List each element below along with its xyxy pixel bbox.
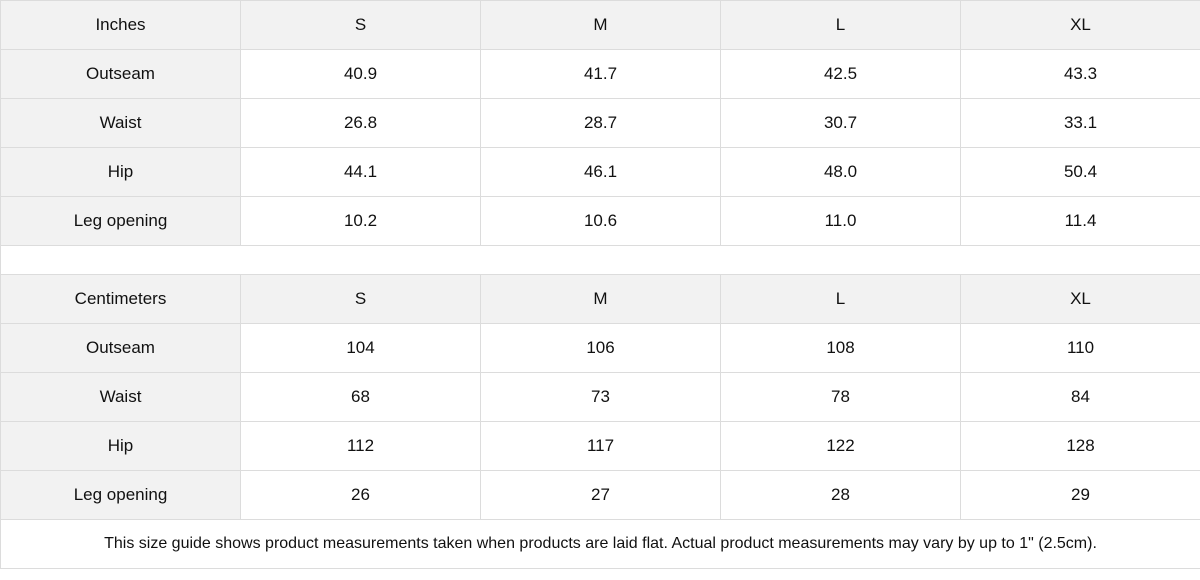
header-row: Inches S M L XL bbox=[0, 0, 1200, 50]
measurement-label: Waist bbox=[0, 372, 241, 422]
table-row: Waist 26.8 28.7 30.7 33.1 bbox=[0, 98, 1200, 148]
measurement-value: 10.6 bbox=[480, 196, 721, 246]
spacer-cell bbox=[0, 245, 1200, 275]
measurement-value: 78 bbox=[720, 372, 961, 422]
measurement-label: Waist bbox=[0, 98, 241, 148]
measurement-value: 106 bbox=[480, 323, 721, 373]
measurement-value: 46.1 bbox=[480, 147, 721, 197]
size-header: XL bbox=[960, 274, 1200, 324]
measurement-value: 48.0 bbox=[720, 147, 961, 197]
measurement-value: 73 bbox=[480, 372, 721, 422]
measurement-value: 84 bbox=[960, 372, 1200, 422]
table-spacer bbox=[0, 245, 1200, 275]
measurement-value: 30.7 bbox=[720, 98, 961, 148]
measurement-value: 112 bbox=[240, 421, 481, 471]
measurement-value: 27 bbox=[480, 470, 721, 520]
measurement-value: 68 bbox=[240, 372, 481, 422]
measurement-label: Outseam bbox=[0, 323, 241, 373]
table-row: Outseam 40.9 41.7 42.5 43.3 bbox=[0, 49, 1200, 99]
measurement-value: 50.4 bbox=[960, 147, 1200, 197]
measurement-value: 108 bbox=[720, 323, 961, 373]
measurement-label: Leg opening bbox=[0, 196, 241, 246]
measurement-value: 122 bbox=[720, 421, 961, 471]
measurement-value: 110 bbox=[960, 323, 1200, 373]
size-header: M bbox=[480, 0, 721, 50]
footnote: This size guide shows product measuremen… bbox=[0, 519, 1200, 569]
measurement-value: 117 bbox=[480, 421, 721, 471]
table-row: Hip 112 117 122 128 bbox=[0, 421, 1200, 471]
header-row: Centimeters S M L XL bbox=[0, 274, 1200, 324]
measurement-value: 128 bbox=[960, 421, 1200, 471]
measurement-value: 26 bbox=[240, 470, 481, 520]
measurement-value: 44.1 bbox=[240, 147, 481, 197]
measurement-value: 10.2 bbox=[240, 196, 481, 246]
measurement-value: 40.9 bbox=[240, 49, 481, 99]
measurement-value: 42.5 bbox=[720, 49, 961, 99]
size-header: XL bbox=[960, 0, 1200, 50]
measurement-value: 11.4 bbox=[960, 196, 1200, 246]
measurement-value: 41.7 bbox=[480, 49, 721, 99]
measurement-label: Outseam bbox=[0, 49, 241, 99]
measurement-value: 33.1 bbox=[960, 98, 1200, 148]
table-row: Leg opening 10.2 10.6 11.0 11.4 bbox=[0, 196, 1200, 246]
size-header: L bbox=[720, 0, 961, 50]
size-header: L bbox=[720, 274, 961, 324]
measurement-value: 28 bbox=[720, 470, 961, 520]
table-row: Hip 44.1 46.1 48.0 50.4 bbox=[0, 147, 1200, 197]
unit-header: Centimeters bbox=[0, 274, 241, 324]
unit-header: Inches bbox=[0, 0, 241, 50]
measurement-value: 104 bbox=[240, 323, 481, 373]
measurement-value: 26.8 bbox=[240, 98, 481, 148]
size-header: M bbox=[480, 274, 721, 324]
measurement-label: Hip bbox=[0, 147, 241, 197]
size-header: S bbox=[240, 274, 481, 324]
measurement-value: 28.7 bbox=[480, 98, 721, 148]
measurement-value: 29 bbox=[960, 470, 1200, 520]
measurement-value: 11.0 bbox=[720, 196, 961, 246]
table-row: Outseam 104 106 108 110 bbox=[0, 323, 1200, 373]
table-row: Waist 68 73 78 84 bbox=[0, 372, 1200, 422]
measurement-label: Hip bbox=[0, 421, 241, 471]
size-header: S bbox=[240, 0, 481, 50]
measurement-label: Leg opening bbox=[0, 470, 241, 520]
table-row: Leg opening 26 27 28 29 bbox=[0, 470, 1200, 520]
measurement-value: 43.3 bbox=[960, 49, 1200, 99]
footnote-row: This size guide shows product measuremen… bbox=[0, 519, 1200, 569]
